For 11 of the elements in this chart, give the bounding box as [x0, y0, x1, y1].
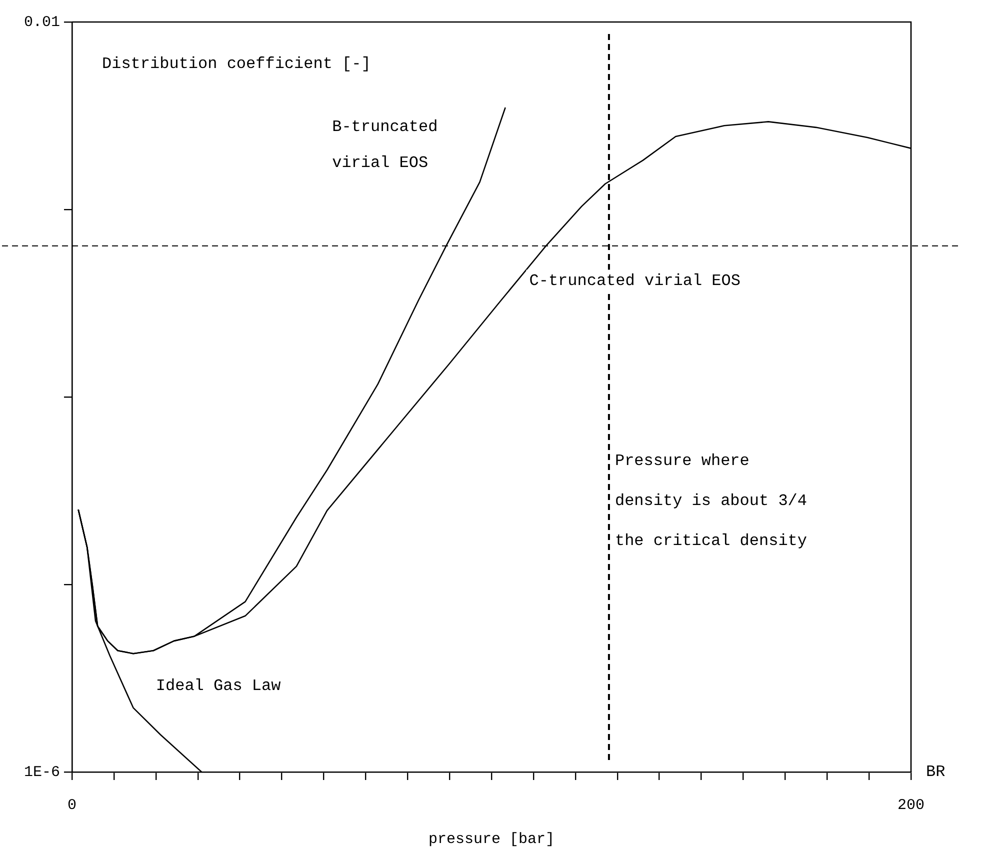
text: B-truncated virial EOS — [332, 118, 438, 172]
y-tick-label: 1E-6 — [24, 764, 60, 781]
series-label: Ideal Gas Law — [156, 676, 282, 695]
series-label: C-truncated virial EOS — [529, 272, 740, 290]
text: BR — [926, 763, 946, 782]
x-tick-label: 200 — [897, 796, 925, 814]
x-axis-title: pressure [bar] — [428, 830, 555, 848]
y-axis-title: Distribution coefficient [-] — [102, 55, 371, 74]
x-tick-label: 0 — [68, 796, 77, 814]
text: Pressure where density is about 3/4 the critical density — [614, 452, 807, 550]
y-tick-label: 0.01 — [24, 14, 60, 31]
